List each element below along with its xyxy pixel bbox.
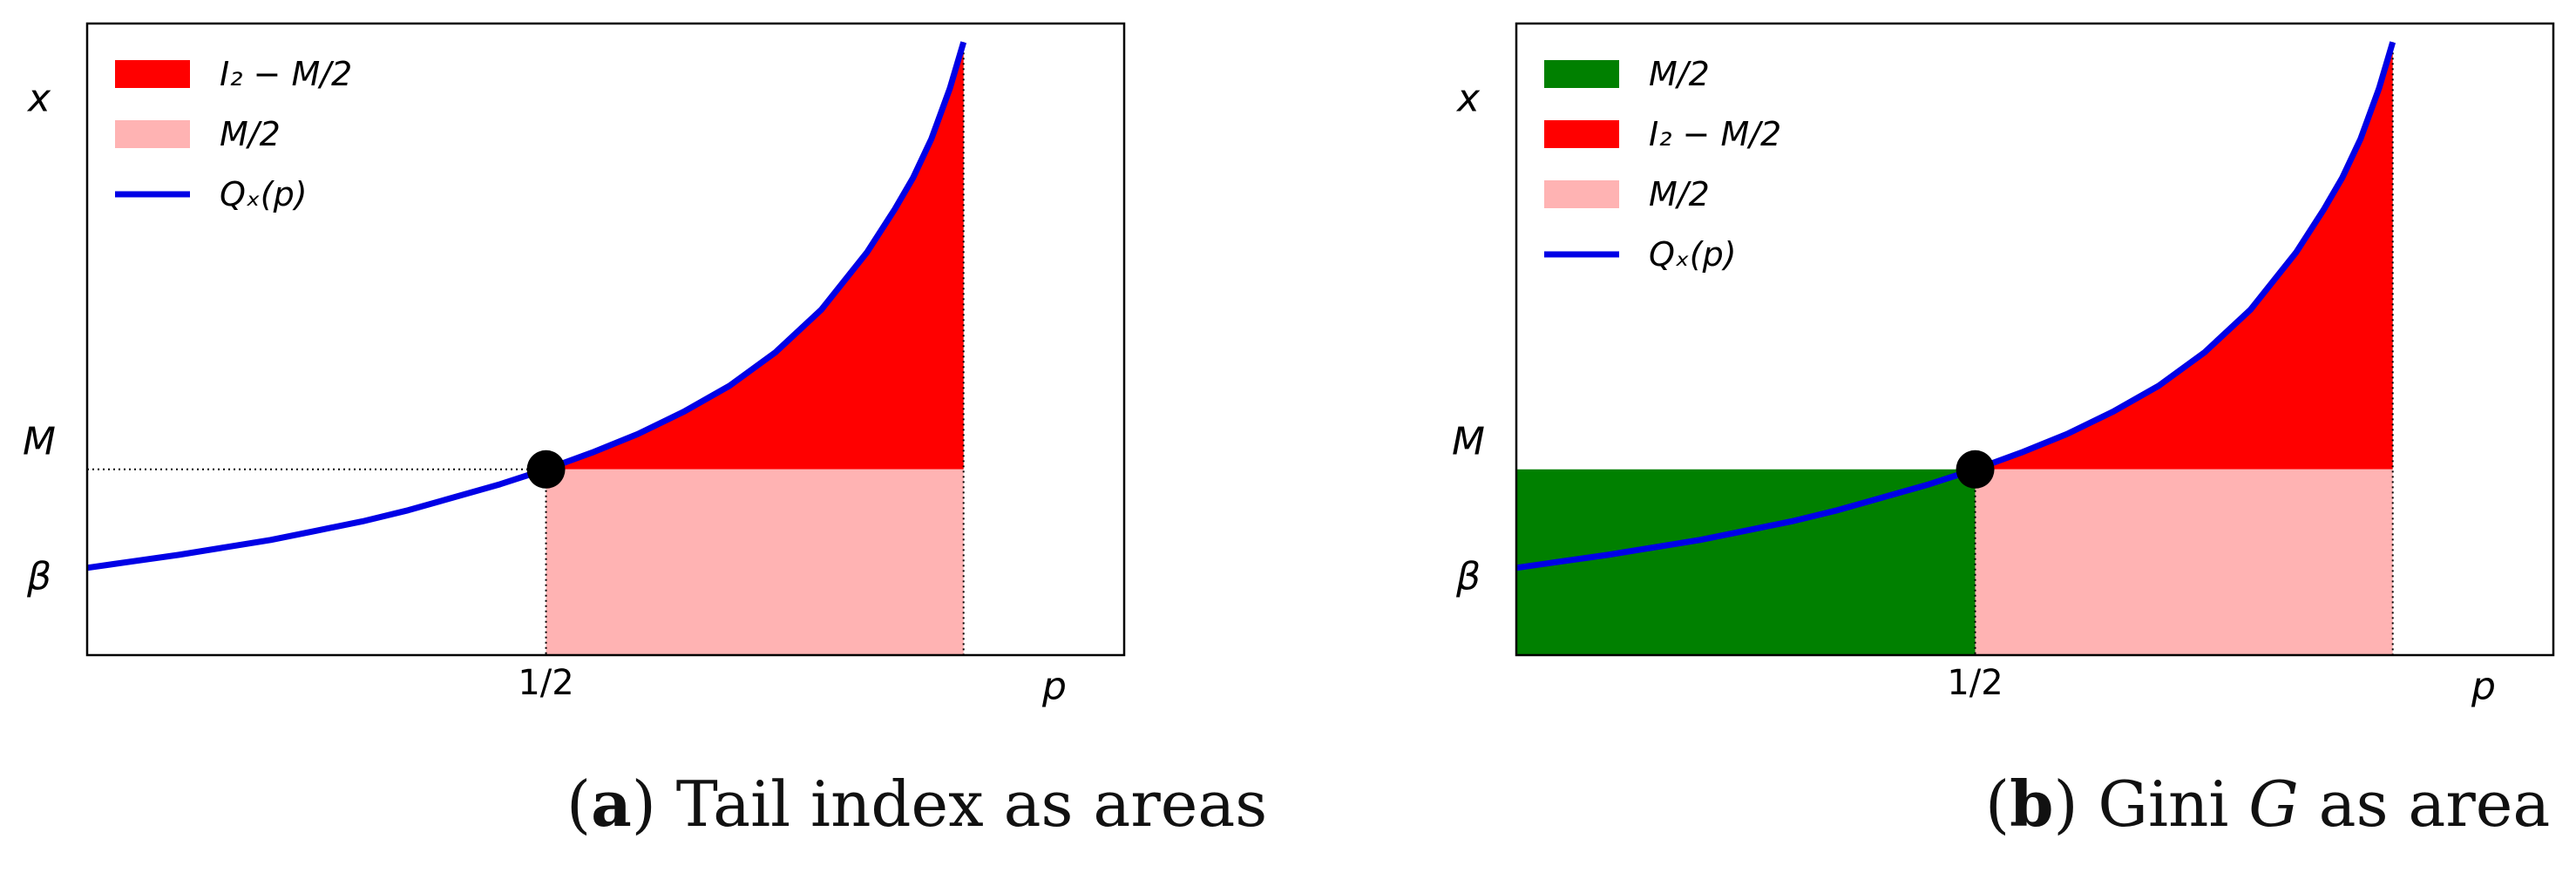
legend-label-b-2: M/2	[1649, 175, 1710, 213]
area-a-1	[546, 469, 964, 655]
x-mark-a-0: 1/2	[518, 663, 573, 703]
y-axis-label-a: x	[26, 77, 51, 121]
median-point-a	[526, 450, 566, 489]
median-point-b	[1956, 450, 1995, 489]
y-mark-b-0: M	[1452, 419, 1485, 463]
caption-a-text: Tail index as areas	[675, 767, 1268, 841]
curve-qx-b	[1515, 41, 2396, 571]
curve-qx-a	[86, 41, 967, 571]
legend-swatch-b-2	[1544, 180, 1619, 208]
caption-b-letter: b	[2010, 767, 2054, 841]
legend-a: I₂ − M/2 M/2 Qₓ(p)	[115, 55, 352, 213]
y-mark-a-0: M	[23, 419, 56, 463]
y-mark-b-1: β	[1455, 554, 1481, 598]
legend-swatch-b-1	[1544, 120, 1619, 148]
caption-b-suffix: as area	[2318, 767, 2551, 841]
legend-b: M/2 I₂ − M/2 M/2 Qₓ(p)	[1544, 55, 1781, 274]
legend-label-a-0: I₂ − M/2	[220, 55, 352, 93]
chart-b: x Mβ 1/2 p M/2 I₂ − M/2 M/2 Qₓ(p)	[1452, 22, 2555, 709]
x-axis-label-a: p	[1041, 665, 1067, 709]
plot-frame-b	[1515, 22, 2555, 657]
legend-label-b-0: M/2	[1649, 55, 1710, 93]
plot-frame-a	[85, 22, 1126, 657]
area-b-2	[1975, 469, 2393, 655]
legend-swatch-a-0	[115, 60, 190, 88]
legend-swatch-b-0	[1544, 60, 1619, 88]
caption-b-text: Gini	[2098, 767, 2229, 841]
area-a-0	[546, 42, 964, 470]
area-b-1	[1975, 42, 2393, 470]
legend-swatch-a-1	[115, 120, 190, 148]
x-mark-b-0: 1/2	[1947, 663, 2003, 703]
chart-a: x Mβ 1/2 p I₂ − M/2 M/2 Qₓ(p)	[23, 22, 1126, 709]
legend-label-b-1: I₂ − M/2	[1649, 115, 1781, 153]
caption-b-symbol: G	[2248, 767, 2299, 841]
area-b-0	[1516, 469, 1976, 655]
caption-a: (a) Tail index as areas	[566, 767, 1268, 841]
x-axis-label-b: p	[2471, 665, 2496, 709]
legend-label-a-2: Qₓ(p)	[220, 175, 308, 213]
caption-b: (b) Gini G as area	[1985, 767, 2551, 841]
y-axis-label-b: x	[1455, 77, 1481, 121]
legend-label-a-1: M/2	[220, 115, 281, 153]
legend-label-b-3: Qₓ(p)	[1649, 235, 1737, 274]
y-mark-a-1: β	[26, 554, 51, 598]
caption-a-letter: a	[591, 767, 632, 841]
